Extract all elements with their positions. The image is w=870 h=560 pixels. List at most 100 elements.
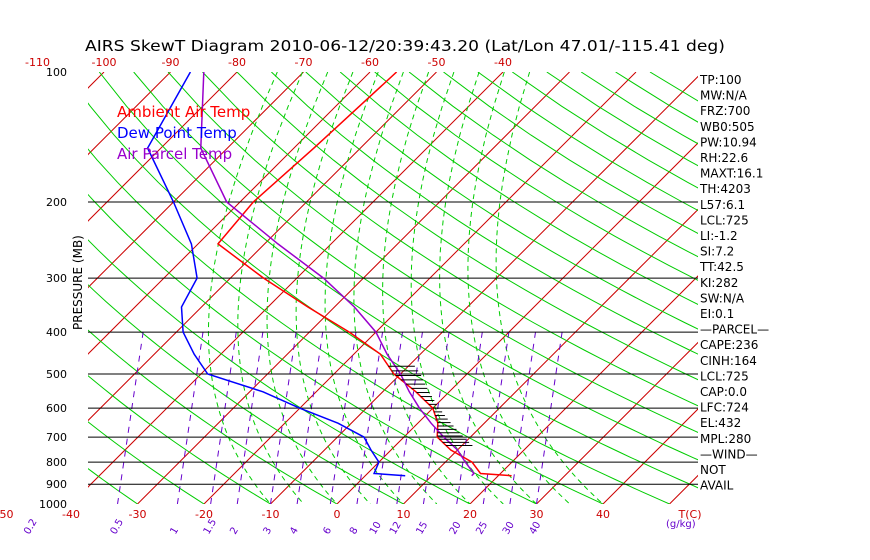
mixing-ratio-tick-label: 0.5 <box>109 517 126 536</box>
pressure-tick-label: 400 <box>46 326 67 339</box>
stability-index-line: —WIND— <box>700 447 758 461</box>
top-temp-tick-label: -50 <box>428 56 446 69</box>
isotherm-line <box>0 72 38 504</box>
isotherm-line <box>469 275 698 504</box>
dry-adiabat-line <box>374 72 698 281</box>
dry-adiabat-line <box>133 72 698 461</box>
dry-adiabat-line <box>305 72 698 330</box>
mixing-ratio-line <box>482 332 510 504</box>
stability-index-line: NOT <box>700 463 726 477</box>
pressure-tick-label: 600 <box>46 402 67 415</box>
top-temp-tick-label: -70 <box>295 56 313 69</box>
stability-index-line: CINH:164 <box>700 354 757 368</box>
stability-index-line: TH:4203 <box>699 182 751 196</box>
stability-index-line: MPL:280 <box>700 432 751 446</box>
dry-adiabat-line <box>88 421 205 504</box>
dry-adiabat-line <box>408 72 698 258</box>
dry-adiabat-line <box>271 72 698 355</box>
mixing-ratio-tick-label: 0.2 <box>22 517 39 536</box>
moist-adiabat-line <box>410 72 504 504</box>
isotherm-line <box>88 72 171 156</box>
stability-index-line: TT:42.5 <box>699 260 744 274</box>
stability-index-line: LI:-1.2 <box>700 229 738 243</box>
stability-index-line: MAXT:16.1 <box>700 167 763 181</box>
mixing-ratio-line <box>456 332 483 504</box>
pressure-tick-label: 100 <box>46 66 67 79</box>
stability-index-line: LCL:725 <box>700 213 749 227</box>
isotherm-line <box>403 208 698 504</box>
mixing-ratio-tick-label: 12 <box>388 520 404 537</box>
top-temp-tick-label: -60 <box>361 56 379 69</box>
dry-adiabat-line <box>88 102 670 504</box>
pressure-tick-label: 300 <box>46 272 67 285</box>
mixing-ratio-tick-label: 8 <box>348 525 361 536</box>
stability-index-line: SW:N/A <box>700 291 745 305</box>
isotherm-line <box>88 72 371 355</box>
isotherm-line <box>270 75 698 504</box>
stability-index-line: SI:7.2 <box>700 245 734 259</box>
moist-adiabat-line <box>266 72 338 504</box>
stability-index-line: LCL:725 <box>700 369 749 383</box>
stability-index-line: EL:432 <box>700 416 741 430</box>
bottom-temp-tick-label: 20 <box>463 508 477 521</box>
stability-index-line: CAP:0.0 <box>700 385 747 399</box>
isotherm-line <box>137 72 570 504</box>
stability-index-line: —PARCEL— <box>700 323 769 337</box>
dry-adiabat-line <box>443 72 698 234</box>
chart-title: AIRS SkewT Diagram 2010-06-12/20:39:43.2… <box>85 37 725 55</box>
mixing-ratio-line <box>210 332 237 504</box>
mixing-ratio-line <box>396 332 423 504</box>
mixing-ratio-line <box>329 332 357 504</box>
stability-index-line: EI:0.1 <box>700 307 734 321</box>
mixing-ratio-line <box>376 332 404 504</box>
pressure-tick-label: 1000 <box>39 498 67 511</box>
sounding-profiles <box>146 72 512 477</box>
isotherm-line <box>88 72 238 222</box>
dry-adiabat-line <box>88 239 471 504</box>
moist-adiabat-line <box>353 72 438 504</box>
mixing-ratio-line <box>356 332 384 504</box>
dry-adiabat-line <box>88 284 404 504</box>
bottom-temp-tick-label: 10 <box>397 508 411 521</box>
mixing-ratio-tick-label: 30 <box>501 520 517 537</box>
isotherm-line <box>88 72 437 422</box>
pressure-tick-label: 500 <box>46 368 67 381</box>
background-grid <box>0 72 698 504</box>
pressure-tick-label: 900 <box>46 478 67 491</box>
bottom-temp-tick-label: -30 <box>129 508 147 521</box>
stability-index-line: WB0:505 <box>700 120 755 134</box>
top-temp-tick-label: -80 <box>228 56 246 69</box>
bottom-temp-tick-label: 0 <box>334 508 341 521</box>
dry-adiabat-line <box>339 72 698 306</box>
moist-adiabat-line <box>439 72 537 504</box>
dry-adiabat-line <box>202 72 698 407</box>
moist-adiabat-line <box>324 72 404 504</box>
dry-adiabat-line <box>512 72 698 189</box>
mixing-ratio-line <box>270 332 297 504</box>
mixing-ratio-line <box>509 332 537 504</box>
dry-adiabat-line <box>88 148 604 504</box>
stability-index-line: KI:282 <box>700 276 738 290</box>
moist-adiabat-line <box>382 72 471 504</box>
chart-legend: Ambient Air Temp Dew Point Temp Air Parc… <box>117 103 250 163</box>
stability-index-line: RH:22.6 <box>700 151 748 165</box>
moist-adiabat-line <box>237 72 305 504</box>
mixing-ratio-tick-label: 10 <box>368 520 384 537</box>
isobar-lines <box>88 201 698 485</box>
mixing-ratio-tick-label: 25 <box>474 520 490 537</box>
bottom-temp-tick-label: 30 <box>530 508 544 521</box>
series-line-dew-point-temp <box>146 72 406 477</box>
stability-index-line: TP:100 <box>699 73 742 87</box>
mixing-ratio-line <box>536 332 563 504</box>
mixing-ratio-tick-label: 2 <box>228 525 241 536</box>
mixing-ratio-tick-label: 20 <box>448 520 464 537</box>
moist-adiabat-line <box>295 72 371 504</box>
y-axis-label: PRESSURE (MB) <box>71 235 85 330</box>
dry-adiabat-line <box>649 72 698 102</box>
series-line-ambient-air-temp <box>216 72 512 477</box>
legend-dew-point-temp: Dew Point Temp <box>117 124 237 142</box>
mixing-ratio-tick-label: 6 <box>321 525 334 536</box>
pressure-tick-label: 200 <box>46 196 67 209</box>
dry-adiabat-line <box>88 329 338 504</box>
